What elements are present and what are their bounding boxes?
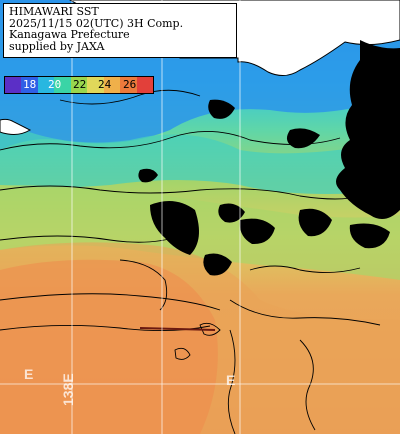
longitude-label-partial-left: E (24, 366, 34, 382)
legend-color-swatch (70, 77, 88, 93)
legend-label: 22 (73, 78, 87, 91)
legend-color-swatch (54, 77, 72, 93)
sst-color-legend: 18 20 22 24 26 (4, 76, 154, 94)
cloud-patch (298, 208, 332, 237)
warm-streak (139, 327, 216, 331)
legend-label: 24 (98, 78, 112, 91)
cloud-patch (239, 218, 275, 245)
legend-label: 26 (123, 78, 137, 91)
legend-color-swatch (21, 77, 39, 93)
product-title: HIMAWARI SST (9, 5, 99, 18)
legend-label: 18 (23, 78, 37, 91)
cloud-east (336, 40, 400, 219)
legend-color-swatch (37, 77, 55, 93)
legend-color-swatch (103, 77, 121, 93)
mid-water-band (0, 120, 400, 194)
transition-water-band (0, 185, 400, 280)
region-name: Kanagawa Prefecture (9, 28, 130, 41)
longitude-label-138e: 138E (60, 373, 76, 406)
kuroshio-warm-core (0, 259, 218, 434)
longitude-label-partial-right: E (226, 372, 236, 388)
cloud-patch (138, 168, 158, 183)
observation-time: 2025/11/15 02(UTC) 3H Comp. (9, 16, 184, 30)
cloud-patch (208, 99, 235, 119)
cloud-patch (349, 223, 390, 249)
isotherm-contours (0, 89, 381, 434)
legend-color-swatch (136, 77, 154, 93)
legend-label: 20 (48, 78, 62, 91)
cloud-patch (218, 203, 245, 223)
legend-color-swatch (87, 77, 105, 93)
map-info-box: HIMAWARI SST 2025/11/15 02(UTC) 3H Comp.… (3, 3, 237, 58)
legend-color-swatch (5, 77, 22, 93)
cloud-patch (203, 253, 232, 276)
peninsula-west (0, 118, 32, 135)
data-provider: supplied by JAXA (9, 39, 105, 53)
legend-color-swatch (120, 77, 138, 93)
